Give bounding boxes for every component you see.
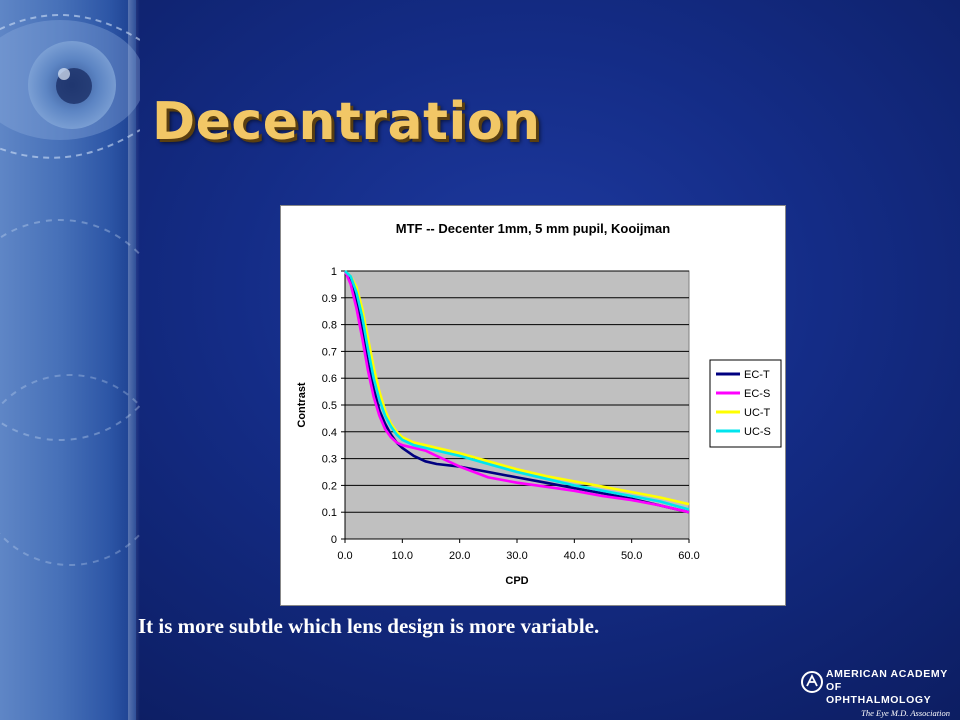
eye-decoration-icon (0, 14, 140, 566)
slide-caption: It is more subtle which lens design is m… (138, 614, 600, 638)
series-line-ec-t (343, 270, 690, 514)
x-axis-label: CPD (505, 575, 528, 587)
x-tick-label: 30.0 (506, 550, 527, 562)
mtf-chart: MTF -- Decenter 1mm, 5 mm pupil, Kooijma… (296, 221, 782, 587)
sidebar-highlight (128, 0, 140, 720)
series-line-ec-s (343, 270, 690, 514)
y-tick-label: 0.2 (322, 480, 337, 492)
series-line-uc-t (344, 270, 690, 506)
logo-tagline: The Eye M.D. Association (861, 708, 950, 718)
x-tick-label: 20.0 (449, 550, 470, 562)
x-tick-label: 10.0 (392, 550, 413, 562)
x-tick-label: 0.0 (337, 550, 352, 562)
legend-label: EC-S (744, 388, 770, 400)
y-axis-label: Contrast (296, 382, 308, 428)
x-tick-label: 40.0 (564, 550, 585, 562)
y-tick-label: 0.8 (322, 320, 337, 332)
legend-label: UC-T (744, 407, 771, 419)
y-tick-label: 0 (331, 534, 337, 546)
y-tick-label: 0.5 (322, 400, 337, 412)
logo-line-2: of Ophthalmology (826, 681, 932, 706)
y-tick-label: 0.1 (322, 507, 337, 519)
legend-label: EC-T (744, 369, 770, 381)
legend-label: UC-S (744, 426, 771, 438)
x-tick-label: 50.0 (621, 550, 642, 562)
slide-title: Decentration (152, 92, 541, 152)
y-tick-label: 0.9 (322, 293, 337, 305)
y-tick-label: 0.6 (322, 373, 337, 385)
chart-title: MTF -- Decenter 1mm, 5 mm pupil, Kooijma… (396, 221, 671, 236)
chart-container: MTF -- Decenter 1mm, 5 mm pupil, Kooijma… (280, 205, 786, 606)
logo-line-1: American Academy (826, 668, 948, 680)
y-tick-label: 0.7 (322, 346, 337, 358)
y-tick-label: 0.3 (322, 454, 337, 466)
academy-logo-icon (801, 671, 823, 693)
academy-logo: American Academy of Ophthalmology The Ey… (800, 666, 950, 718)
y-tick-label: 1 (331, 266, 337, 278)
series-line-uc-s (344, 270, 690, 511)
x-tick-label: 60.0 (678, 550, 699, 562)
y-tick-label: 0.4 (322, 427, 337, 439)
